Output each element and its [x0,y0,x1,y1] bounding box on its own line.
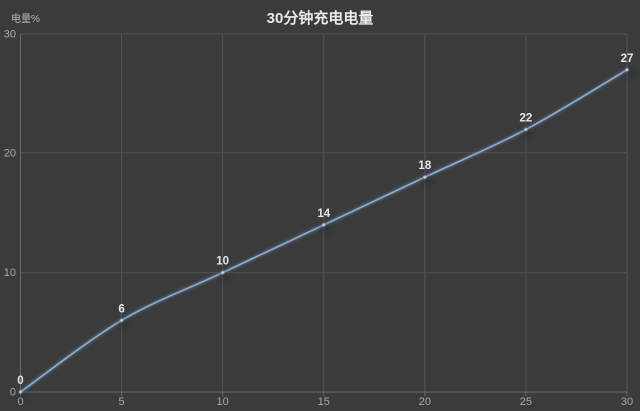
svg-text:27: 27 [621,53,634,65]
svg-text:25: 25 [520,396,532,408]
svg-text:0: 0 [17,375,23,387]
svg-text:10: 10 [4,267,16,279]
svg-text:18: 18 [418,160,431,172]
svg-text:20: 20 [419,396,431,408]
svg-text:22: 22 [520,112,533,124]
svg-text:15: 15 [318,396,330,408]
svg-text:5: 5 [119,396,125,408]
svg-text:10: 10 [217,396,229,408]
svg-text:30: 30 [4,29,16,41]
svg-text:10: 10 [216,256,229,268]
svg-text:6: 6 [118,303,124,315]
svg-text:0: 0 [17,396,23,408]
svg-text:30: 30 [621,396,633,408]
svg-text:0: 0 [10,387,16,399]
svg-text:20: 20 [4,147,16,159]
svg-text:14: 14 [317,208,330,220]
